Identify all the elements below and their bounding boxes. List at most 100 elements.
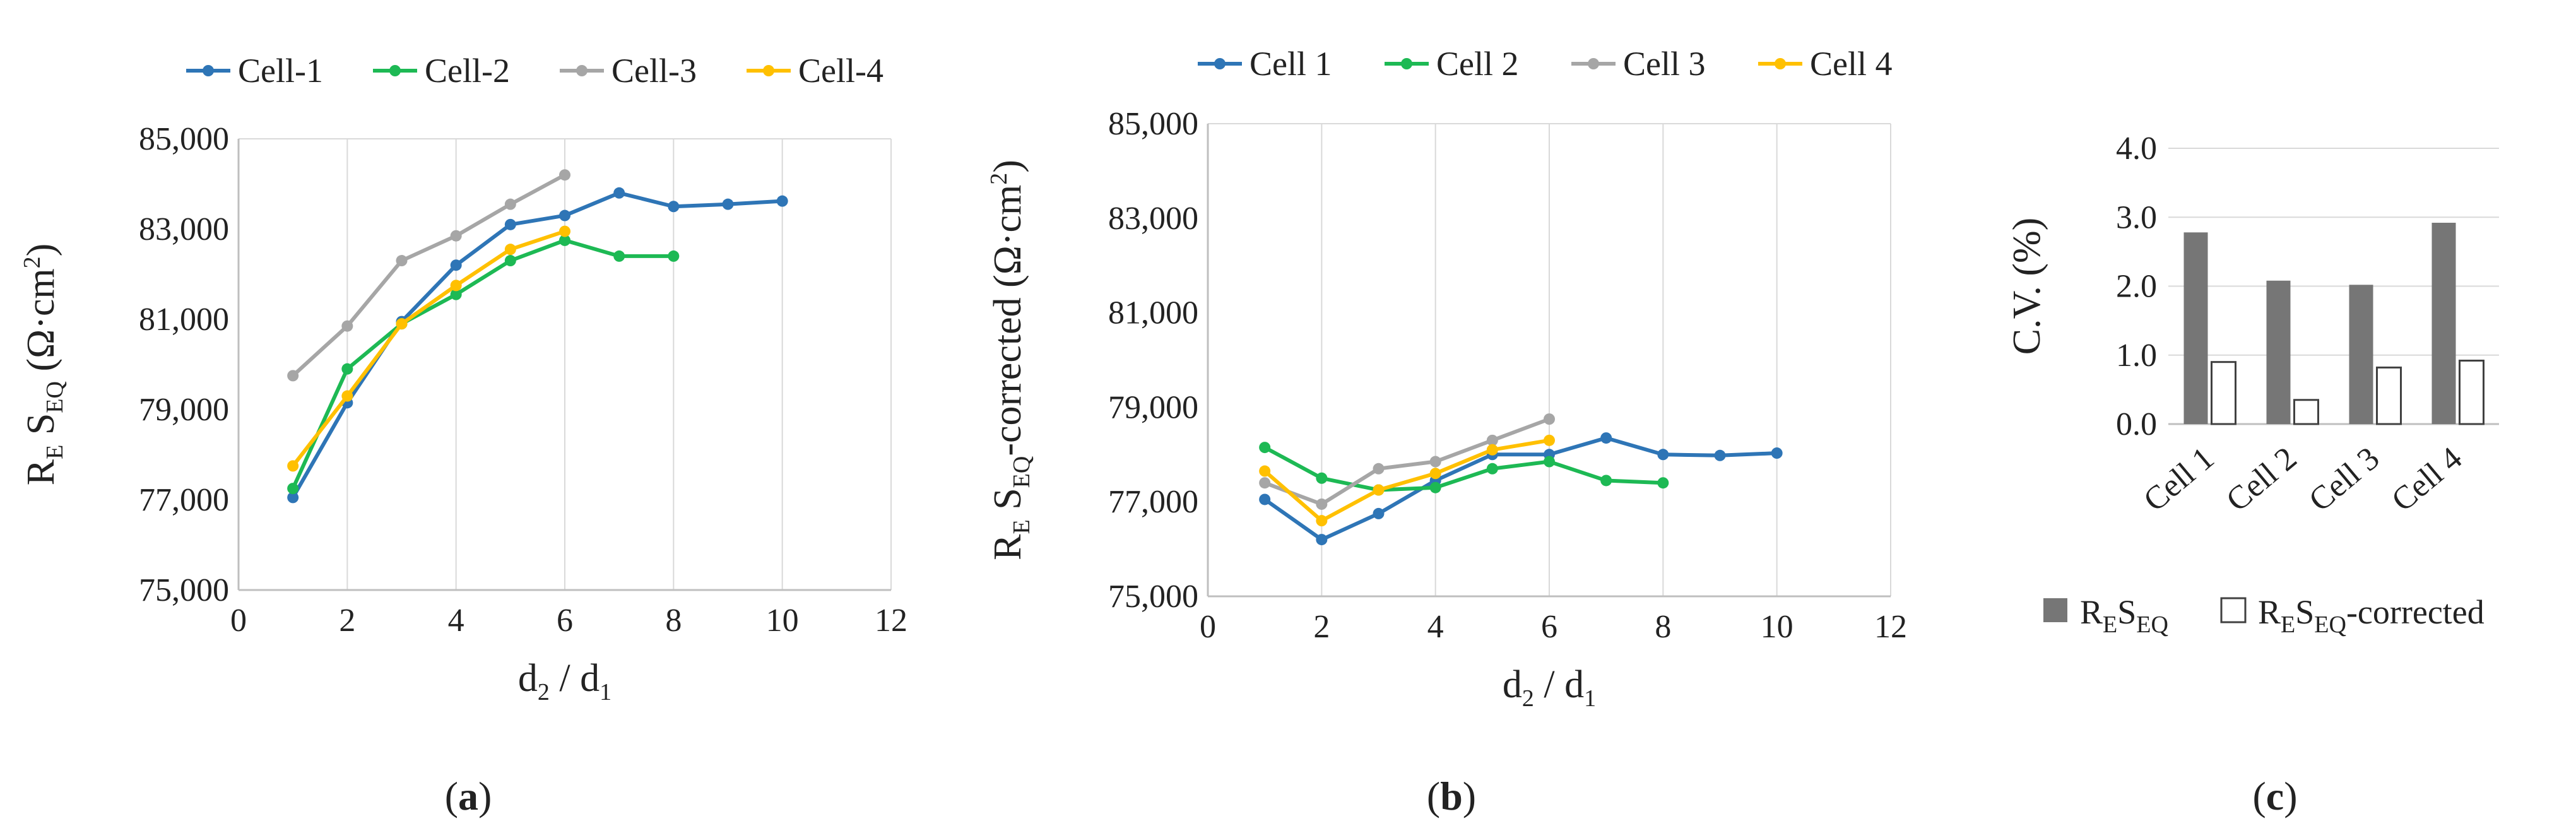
legend-label-part: S <box>2295 593 2314 631</box>
y-title-part: -corrected (Ω·cm <box>986 185 1029 456</box>
legend-label: Cell-4 <box>798 52 883 90</box>
legend-marker <box>1588 58 1599 69</box>
data-point <box>341 390 353 402</box>
panel-label-paren: ) <box>478 774 492 818</box>
panel-label-paren: ( <box>445 774 458 818</box>
data-point <box>1600 432 1612 444</box>
data-point <box>1316 498 1328 510</box>
panel-label: (b) <box>1427 774 1476 818</box>
panel-label: (c) <box>2252 774 2297 818</box>
series-line <box>291 229 565 468</box>
x-title-sub: 2 <box>1522 685 1534 712</box>
y-axis-title: C.V. (%) <box>2006 218 2048 355</box>
y-title-sup: 2 <box>19 256 45 268</box>
data-point <box>668 201 680 213</box>
legend-item: Cell 4 <box>1758 45 1893 83</box>
legend-item: Cell-2 <box>373 52 510 90</box>
legend-label-part: R <box>2080 593 2103 631</box>
legend-item: Cell 1 <box>1198 45 1332 83</box>
y-tick-label: 75,000 <box>1108 579 1198 615</box>
panel-label-letter: c <box>2266 774 2284 818</box>
legend-label-part: -corrected <box>2346 593 2484 631</box>
data-point <box>559 169 570 181</box>
series-line <box>1263 438 1550 523</box>
legend-marker <box>203 65 214 76</box>
data-point <box>1259 465 1271 477</box>
y-title-part: ) <box>986 160 1029 173</box>
category-label: Cell 3 <box>2302 440 2386 519</box>
y-title-part: S <box>986 488 1029 519</box>
legend-marker <box>576 65 588 76</box>
data-point <box>559 225 570 237</box>
y-title-part: (Ω·cm <box>20 268 62 381</box>
legend-label: RESEQ <box>2080 593 2168 638</box>
legend-marker <box>1214 58 1226 69</box>
legend-item: RESEQ <box>2043 593 2168 638</box>
bar <box>2183 232 2208 424</box>
y-title-part: S <box>20 413 62 445</box>
data-point <box>1259 493 1271 505</box>
series-line <box>291 238 674 490</box>
data-point <box>776 195 788 207</box>
x-tick-label: 6 <box>1541 609 1557 645</box>
series-cell-2 <box>287 234 680 495</box>
panel-label-paren: ) <box>1463 774 1476 818</box>
data-point <box>450 259 462 271</box>
y-title-sub: EQ <box>1008 456 1035 488</box>
y-axis-title: RE SEQ-corrected (Ω·cm2) <box>986 160 1035 560</box>
legend: Cell 1 Cell 2 Cell 3 Cell 4 <box>1198 45 1893 83</box>
y-tick-label: 83,000 <box>1108 201 1198 237</box>
x-tick-label: 2 <box>339 603 355 639</box>
y-tick-label: 85,000 <box>1108 106 1198 142</box>
series-cell-4 <box>287 225 570 472</box>
x-title-sub: 1 <box>600 679 612 705</box>
y-tick-label: 81,000 <box>139 302 229 338</box>
data-point <box>1771 447 1783 459</box>
x-axis-title: d2 / d1 <box>518 657 612 705</box>
y-title-sub: E <box>42 445 68 459</box>
bar <box>2211 361 2236 425</box>
data-point <box>559 234 570 246</box>
y-tick-label: 77,000 <box>139 482 229 518</box>
x-tick-label: 12 <box>875 603 907 639</box>
data-point <box>1316 472 1328 484</box>
data-point <box>287 492 299 504</box>
bar <box>2459 359 2484 425</box>
category-label: Cell 4 <box>2385 440 2469 519</box>
data-point <box>504 244 516 256</box>
panel-label-letter: a <box>458 774 478 818</box>
line-chart-b: 0 2 4 6 8 10 1275,00077,00079,00081,00083,0008… <box>986 45 1907 818</box>
x-tick-label: 4 <box>448 603 464 639</box>
legend-marker <box>1775 58 1786 69</box>
y-tick-label: 81,000 <box>1108 295 1198 331</box>
legend-label: Cell 1 <box>1250 45 1332 83</box>
panel-label-letter: b <box>1440 774 1463 818</box>
y-title-sub: EQ <box>42 381 68 413</box>
x-tick-label: 10 <box>766 603 799 639</box>
legend-item: Cell 2 <box>1385 45 1519 83</box>
data-point <box>396 318 408 330</box>
x-tick-label: 0 <box>1200 609 1216 645</box>
x-tick-label: 8 <box>1655 609 1671 645</box>
data-point <box>1373 463 1385 475</box>
legend-swatch <box>2043 598 2067 622</box>
legend-label-part: S <box>2117 593 2136 631</box>
data-point <box>287 370 299 382</box>
data-point <box>1600 475 1612 487</box>
x-tick-label: 0 <box>230 603 247 639</box>
legend: RESEQ RESEQ-corrected <box>2043 593 2484 638</box>
legend-label-sub: E <box>2103 611 2117 638</box>
series-line <box>1263 436 1777 542</box>
data-point <box>1544 434 1555 446</box>
data-point <box>450 288 462 300</box>
series-cell-3 <box>287 169 570 382</box>
series-cell-1 <box>287 187 788 504</box>
data-point <box>1657 449 1669 461</box>
x-title-part: d <box>1503 663 1522 706</box>
data-point <box>450 230 462 242</box>
data-point <box>1259 442 1271 454</box>
series-cell-2 <box>1259 442 1669 496</box>
x-title-part: d <box>518 657 538 700</box>
series-cell-4 <box>1259 434 1555 527</box>
